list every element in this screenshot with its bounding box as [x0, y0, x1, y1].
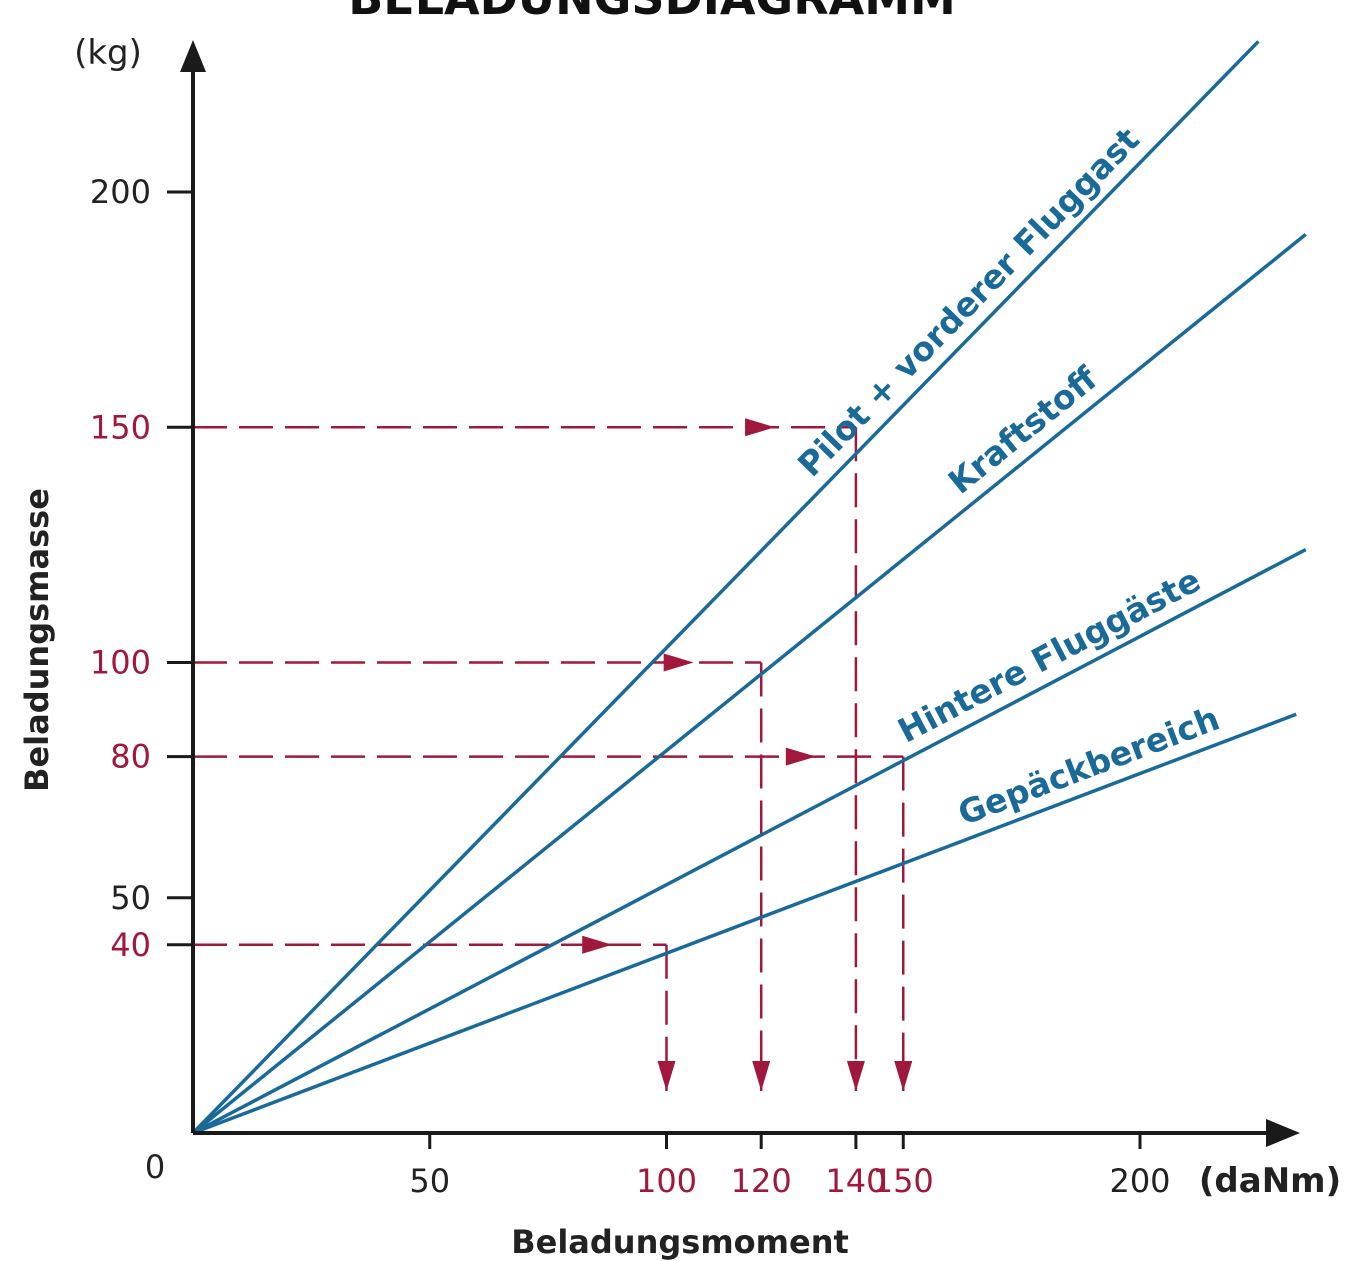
x-axis-label: Beladungsmoment [511, 1223, 849, 1261]
origin-label: 0 [145, 1148, 165, 1186]
example-guides [193, 418, 913, 1091]
y-tick-label-200: 200 [90, 173, 151, 211]
guide-arrow-down-140 [846, 1061, 865, 1091]
series-label-gepackbereich: Gepäckbereich [953, 699, 1225, 833]
series-line-pilot-vorderer-fluggast [191, 40, 1260, 1135]
x-tick-label-100: 100 [636, 1162, 697, 1200]
guide-arrow-down-150 [894, 1061, 913, 1091]
series-label-pilot-vorderer-fluggast: Pilot + vorderer Fluggast [790, 120, 1147, 484]
y-axis-label: Beladungsmasse [18, 488, 56, 792]
chart-title: BELADUNGSDIAGRAMM [348, 0, 956, 25]
guide-arrow-down-120 [752, 1061, 771, 1091]
y-tick-label-50: 50 [110, 879, 151, 917]
series-line-kraftstoff [191, 232, 1307, 1135]
series-label-kraftstoff: Kraftstoff [941, 358, 1106, 502]
x-axis-unit: (daNm) [1199, 1161, 1341, 1201]
series-line-gepackbereich [192, 712, 1297, 1135]
guide-arrow-right-40 [582, 935, 613, 954]
x-axis-arrowhead [1266, 1119, 1300, 1147]
y-axis-arrowhead [180, 40, 206, 72]
y-tick-label-80: 80 [110, 738, 151, 776]
y-tick-label-40: 40 [110, 926, 151, 964]
series-line-hintere-fluggaste [192, 548, 1307, 1135]
y-axis-unit: (kg) [74, 33, 142, 73]
y-tick-label-100: 100 [90, 644, 151, 682]
x-tick-label-150: 150 [873, 1162, 934, 1200]
x-tick-label-50: 50 [409, 1162, 450, 1200]
series-lines [191, 40, 1307, 1135]
x-tick-label-120: 120 [731, 1162, 792, 1200]
guide-arrow-down-100 [657, 1061, 676, 1091]
x-tick-label-200: 200 [1109, 1162, 1170, 1200]
axes [167, 40, 1300, 1149]
guide-arrow-right-100 [663, 653, 694, 672]
x-tick-label-140: 140 [825, 1162, 886, 1200]
guide-arrow-right-150 [745, 418, 776, 437]
y-tick-label-150: 150 [90, 408, 151, 446]
guide-arrow-right-80 [785, 747, 816, 766]
